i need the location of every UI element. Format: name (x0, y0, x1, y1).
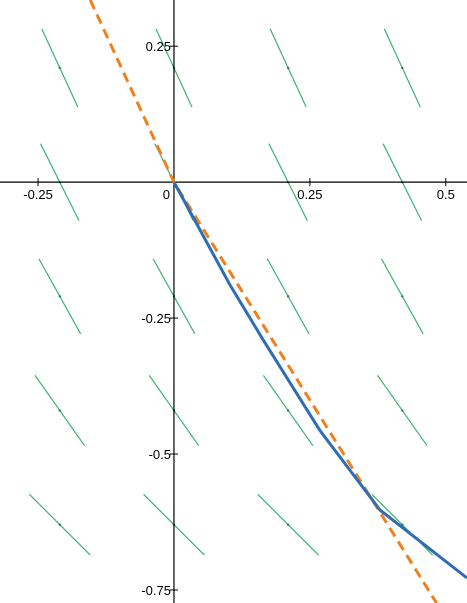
x-tick-label: 0.25 (297, 187, 322, 202)
y-tick-label: -0.75 (141, 583, 171, 598)
slope-point (401, 295, 404, 298)
slope-point (58, 523, 62, 526)
slope-point (58, 66, 62, 70)
slope-point (286, 409, 290, 412)
slope-point (58, 409, 62, 412)
y-tick-label: 0.25 (146, 39, 171, 54)
slope-point (286, 66, 290, 70)
y-tick-label: -0.25 (141, 311, 171, 326)
slope-point (401, 409, 404, 412)
y-tick-label: -0.5 (149, 447, 171, 462)
x-tick-label: 0.5 (437, 187, 455, 202)
slope-point (401, 66, 404, 70)
x-tick-label: -0.25 (23, 187, 53, 202)
series-line (172, 181, 467, 580)
slope-point (286, 295, 290, 298)
slope-point (58, 295, 62, 298)
slope-point (286, 523, 290, 526)
x-tick-label: 0 (163, 187, 170, 202)
